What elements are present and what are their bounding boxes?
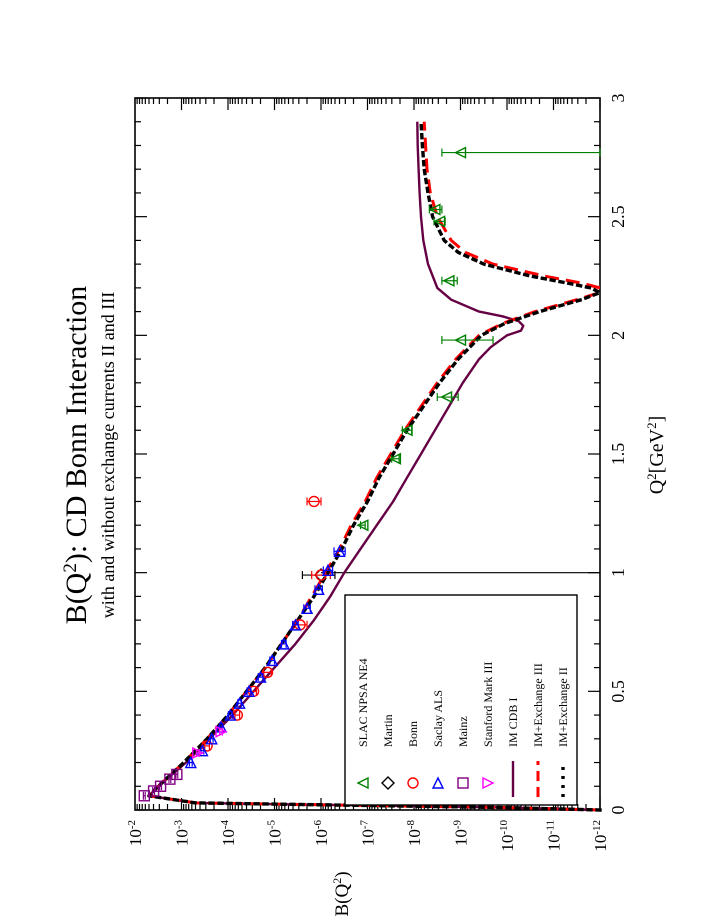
x-tick-label: 1 [608, 568, 628, 577]
y-tick-label: 10-10 [498, 820, 517, 852]
y-tick-label: 10-6 [312, 820, 331, 847]
legend-label: Saclay ALS [431, 690, 445, 747]
legend-label: Bonn [406, 721, 420, 747]
legend-label: IM+Exchange III [531, 663, 545, 747]
data-point [308, 495, 320, 508]
data-point [442, 274, 455, 287]
x-tick-label: 2 [608, 331, 628, 340]
y-tick-label: 10-3 [173, 820, 192, 847]
y-tick-label: 10-11 [545, 820, 564, 851]
legend-label: IM+Exchange II [556, 667, 570, 747]
data-point [154, 780, 167, 792]
y-tick-label: 10-4 [219, 820, 238, 847]
y-tick-label: 10-7 [359, 820, 378, 847]
legend-frame [344, 594, 578, 806]
data-point [428, 203, 441, 216]
y-tick-label: 10-8 [405, 820, 424, 847]
legend-label: IM CDB I [506, 698, 520, 747]
y-tick-label: 10-12 [591, 820, 610, 852]
data-point [205, 732, 218, 745]
plot-area: 0 0.5 1 1.5 2 2.5 3 10-2 10-3 10-4 10-5 10-6 10-7 10-… [126, 94, 628, 852]
y-axis-label: B(Q2) [330, 871, 353, 916]
legend-item: Martin [381, 714, 395, 790]
x-tick-label: 2.5 [608, 205, 628, 228]
legend-marker [407, 777, 419, 789]
data-point [321, 563, 335, 576]
data-point [266, 653, 279, 667]
legend: SLAC NPSA NE4 Martin Bonn Saclay ALS Mainz St… [344, 594, 578, 806]
legend-marker [356, 776, 369, 790]
y-tick-label: 10-2 [126, 820, 145, 846]
data-point [215, 725, 228, 738]
legend-item: Saclay ALS [431, 690, 445, 789]
x-tick-label: 1.5 [608, 443, 628, 466]
x-axis-label: Q2[GeV2] [644, 416, 669, 495]
data-point [171, 768, 183, 781]
y-tick-label: 10-9 [452, 820, 471, 847]
chart-labels: B(Q2): CD Bonn Interaction with and with… [60, 286, 669, 917]
legend-marker [431, 776, 445, 789]
series-stanford-mark-iii [192, 725, 228, 760]
data-point [433, 215, 446, 228]
legend-label: Martin [381, 714, 395, 747]
series-mainz [138, 768, 183, 802]
legend-item: SLAC NPSA NE4 [356, 658, 370, 790]
legend-label: Stanford Mark III [481, 662, 495, 747]
data-point [233, 696, 246, 709]
legend-item: IM+Exchange III [531, 663, 545, 797]
legend-marker [457, 777, 469, 789]
legend-item: Mainz [456, 716, 470, 789]
legend-item: Stanford Mark III [481, 662, 495, 790]
data-point [439, 390, 453, 404]
series-slac-npsa-ne4 [356, 146, 601, 532]
data-point [254, 670, 267, 683]
data-point [224, 708, 237, 721]
data-point [312, 582, 325, 595]
data-point [356, 519, 369, 532]
x-tick-label: 3 [608, 94, 628, 103]
x-tick-label: 0 [608, 806, 628, 815]
legend-marker [381, 776, 395, 790]
y-tick-label: 10-5 [266, 820, 285, 847]
legend-item: Bonn [406, 721, 420, 789]
data-point [277, 637, 290, 650]
legend-label: Mainz [456, 716, 470, 747]
data-point [453, 333, 467, 347]
legend-item: IM CDB I [506, 698, 520, 797]
chart-subtitle: with and without exchange currents II an… [98, 292, 118, 618]
data-point [196, 744, 209, 757]
data-point [242, 684, 256, 698]
x-tick-label: 0.5 [608, 680, 628, 703]
data-point [400, 424, 413, 437]
data-point [388, 452, 402, 465]
legend-label: SLAC NPSA NE4 [356, 658, 370, 747]
curve-im-exchange-iii [147, 121, 602, 812]
data-point [184, 755, 197, 769]
data-point [261, 666, 274, 679]
chart-title: B(Q2): CD Bonn Interaction [60, 286, 94, 625]
data-point [300, 601, 314, 614]
data-point [453, 146, 467, 159]
data-point [289, 618, 302, 631]
legend-marker [482, 776, 495, 790]
legend-item: IM+Exchange II [556, 667, 570, 797]
data-point [192, 746, 205, 760]
series-saclay-als [184, 544, 346, 769]
data-point [333, 544, 346, 558]
